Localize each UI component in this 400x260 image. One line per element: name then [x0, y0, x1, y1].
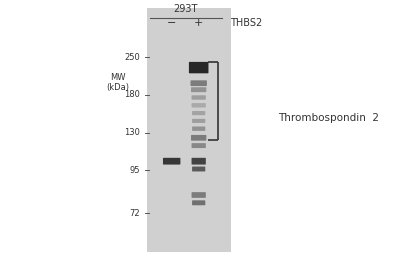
FancyBboxPatch shape [192, 111, 205, 115]
FancyBboxPatch shape [163, 158, 180, 165]
Text: 72: 72 [130, 209, 140, 218]
FancyBboxPatch shape [192, 103, 206, 108]
FancyBboxPatch shape [192, 200, 205, 205]
Text: Thrombospondin  2: Thrombospondin 2 [278, 113, 379, 123]
Text: 250: 250 [124, 53, 140, 62]
FancyBboxPatch shape [192, 167, 205, 172]
FancyBboxPatch shape [192, 192, 206, 198]
Bar [147, 8, 232, 252]
Text: MW
(kDa): MW (kDa) [106, 73, 129, 92]
FancyBboxPatch shape [192, 119, 205, 123]
FancyBboxPatch shape [191, 87, 206, 92]
FancyBboxPatch shape [190, 80, 207, 86]
FancyBboxPatch shape [192, 95, 206, 100]
Text: +: + [194, 18, 203, 28]
Text: 130: 130 [124, 128, 140, 137]
FancyBboxPatch shape [189, 62, 208, 73]
FancyBboxPatch shape [191, 135, 206, 141]
Text: 293T: 293T [173, 4, 197, 14]
Text: 95: 95 [130, 166, 140, 175]
Text: THBS2: THBS2 [230, 18, 262, 28]
FancyBboxPatch shape [192, 158, 206, 165]
FancyBboxPatch shape [192, 127, 205, 131]
FancyBboxPatch shape [192, 143, 206, 148]
Text: −: − [167, 18, 176, 28]
Text: 180: 180 [124, 90, 140, 99]
